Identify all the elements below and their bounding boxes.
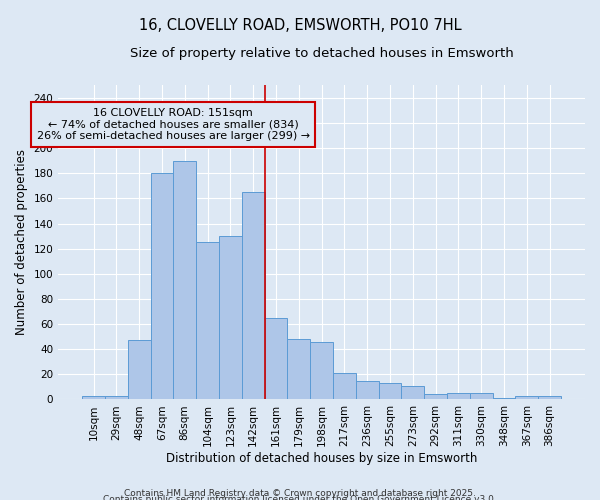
Text: Contains HM Land Registry data © Crown copyright and database right 2025.: Contains HM Land Registry data © Crown c… [124, 488, 476, 498]
Bar [82, 396, 105, 400]
Bar [401, 386, 424, 400]
Bar [447, 393, 470, 400]
Title: Size of property relative to detached houses in Emsworth: Size of property relative to detached ho… [130, 48, 514, 60]
Text: 16 CLOVELLY ROAD: 151sqm
← 74% of detached houses are smaller (834)
26% of semi-: 16 CLOVELLY ROAD: 151sqm ← 74% of detach… [37, 108, 310, 141]
Bar [470, 393, 493, 400]
Bar [173, 160, 196, 400]
Bar [128, 340, 151, 400]
Bar [105, 396, 128, 400]
Bar [287, 339, 310, 400]
Bar [515, 396, 538, 400]
Text: Contains public sector information licensed under the Open Government Licence v3: Contains public sector information licen… [103, 495, 497, 500]
Bar [265, 318, 287, 400]
Bar [196, 242, 219, 400]
Bar [356, 380, 379, 400]
Y-axis label: Number of detached properties: Number of detached properties [15, 150, 28, 336]
Bar [333, 373, 356, 400]
Bar [151, 173, 173, 400]
Bar [493, 398, 515, 400]
Bar [538, 396, 561, 400]
Text: 16, CLOVELLY ROAD, EMSWORTH, PO10 7HL: 16, CLOVELLY ROAD, EMSWORTH, PO10 7HL [139, 18, 461, 32]
Bar [310, 342, 333, 400]
Bar [424, 394, 447, 400]
Bar [219, 236, 242, 400]
Bar [242, 192, 265, 400]
Bar [379, 383, 401, 400]
X-axis label: Distribution of detached houses by size in Emsworth: Distribution of detached houses by size … [166, 452, 477, 465]
